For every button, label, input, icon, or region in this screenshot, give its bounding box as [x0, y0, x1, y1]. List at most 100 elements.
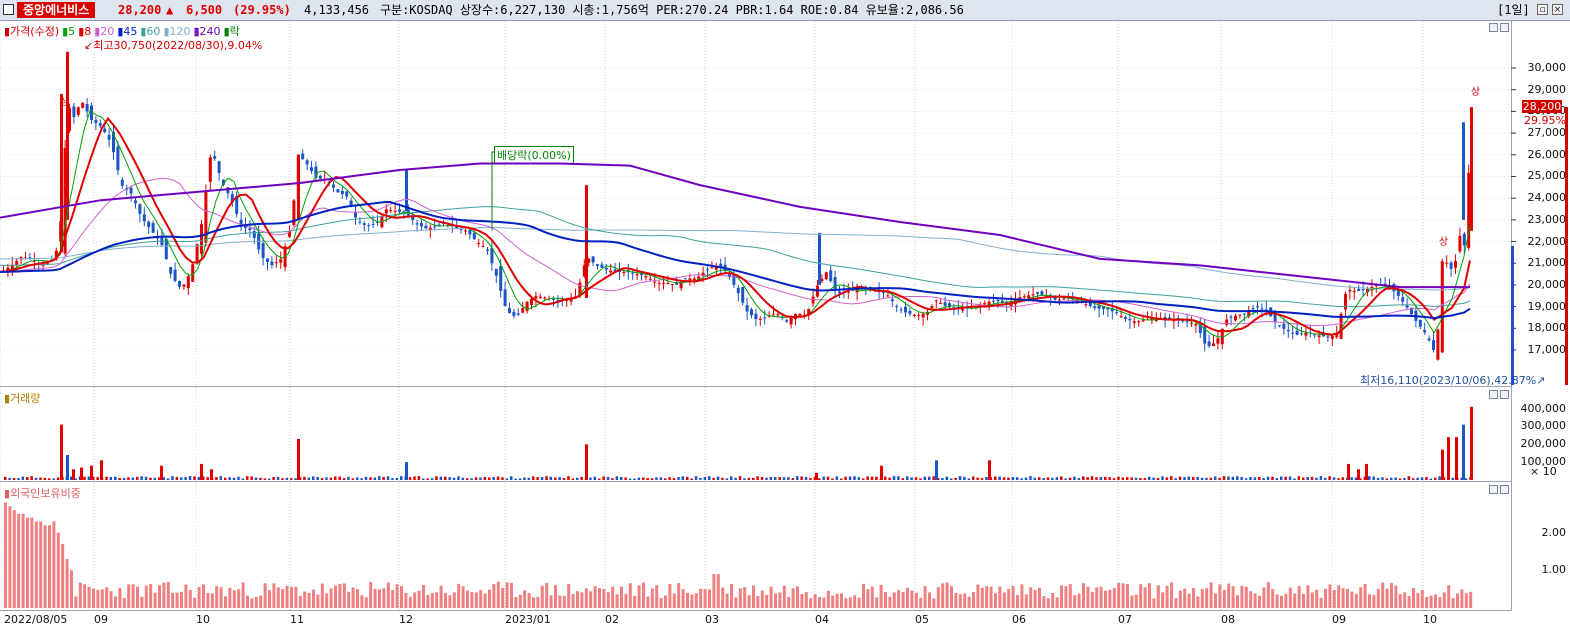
- volume-bar: [615, 476, 619, 480]
- candle-body: [217, 161, 221, 173]
- stock-name[interactable]: 중앙에너비스: [17, 2, 96, 18]
- candle-body: [32, 260, 36, 262]
- foreign-ratio-bar: [562, 595, 566, 608]
- candle-body: [1396, 288, 1400, 296]
- candle-body: [1198, 324, 1202, 334]
- volume-bar: [1442, 477, 1446, 480]
- panel-minimize-icon[interactable]: [1489, 390, 1498, 399]
- period-selector[interactable]: [1일]: [1497, 3, 1530, 17]
- candle-body: [283, 246, 287, 268]
- foreign-ratio-bar: [884, 592, 887, 608]
- volume-bar: [1024, 477, 1028, 480]
- legend-item[interactable]: ▮5: [62, 25, 76, 38]
- volume-bar: [1376, 477, 1380, 480]
- candle-body: [464, 230, 467, 232]
- close-icon[interactable]: ×: [1552, 4, 1563, 15]
- volume-spike-bar: [66, 455, 69, 480]
- foreign-ratio-bar: [501, 587, 505, 608]
- candle-body: [340, 190, 344, 195]
- foreign-ratio-bar: [1205, 588, 1209, 608]
- candle-body: [882, 292, 885, 294]
- foreign-ratio-bar: [752, 585, 755, 608]
- foreign-ratio-bar: [193, 597, 197, 608]
- panel-close-icon[interactable]: [1500, 23, 1509, 32]
- volume-bar: [1148, 476, 1151, 480]
- candle-body: [472, 232, 476, 240]
- candle-body: [1423, 329, 1427, 333]
- legend-item[interactable]: ▮240: [193, 25, 221, 38]
- volume-spike-bar: [210, 469, 213, 480]
- legend-item[interactable]: ▮45: [117, 25, 138, 38]
- volume-bar: [1214, 476, 1217, 480]
- volume-spike-bar: [90, 465, 93, 480]
- foreign-ratio-bar: [897, 590, 901, 608]
- foreign-ratio-bar: [1126, 584, 1129, 608]
- panel-minimize-icon[interactable]: [1489, 23, 1498, 32]
- legend-item[interactable]: ▮가격(수정): [4, 25, 60, 38]
- legend-item[interactable]: ▮60: [140, 25, 161, 38]
- panel-minimize-icon[interactable]: [1489, 485, 1498, 494]
- legend-item[interactable]: ▮락: [223, 25, 240, 38]
- candle-body: [151, 223, 155, 233]
- volume-bar: [43, 477, 47, 480]
- price-chart-panel[interactable]: [0, 21, 1511, 387]
- foreign-ratio-bar: [870, 586, 874, 608]
- foreign-ratio-bar: [791, 588, 795, 608]
- foreign-ratio-bar: [457, 583, 461, 608]
- volume-bar: [1170, 476, 1173, 480]
- volume-bar: [721, 477, 724, 480]
- foreign-ratio-bar: [1385, 588, 1389, 608]
- foreign-ratio-bar: [1372, 595, 1376, 608]
- candle-body: [604, 267, 608, 270]
- volume-bar: [56, 477, 60, 480]
- foreign-ratio-bar: [738, 588, 742, 608]
- candle-body: [631, 272, 635, 274]
- candle-body: [494, 268, 498, 276]
- foreign-ratio-bar: [892, 592, 896, 608]
- foreign-ratio-bar: [483, 593, 487, 608]
- volume-chart-panel[interactable]: [0, 387, 1511, 482]
- foreign-ratio-bar: [114, 596, 117, 608]
- volume-bar: [545, 476, 548, 480]
- candle-body: [512, 311, 516, 316]
- candle-body: [1251, 308, 1255, 310]
- foreign-ratio-bar: [681, 589, 685, 608]
- candle-body: [767, 316, 771, 318]
- candle-body: [1295, 330, 1299, 335]
- candle-body: [820, 278, 824, 282]
- foreign-ratio-bar: [778, 592, 782, 608]
- volume-bar: [1209, 477, 1213, 480]
- candle-body: [402, 211, 406, 213]
- candle-body: [1124, 317, 1127, 319]
- volume-bar: [549, 476, 553, 480]
- candle-spike: [1462, 122, 1465, 220]
- volume-bar: [840, 478, 843, 480]
- volume-spike-bar: [935, 460, 938, 480]
- legend-item[interactable]: ▮120: [163, 25, 191, 38]
- settings-icon[interactable]: ▫: [1537, 4, 1548, 15]
- foreign-ratio-bar: [716, 574, 720, 608]
- panel-close-icon[interactable]: [1500, 390, 1509, 399]
- foreign-ownership-panel[interactable]: [0, 482, 1511, 611]
- legend-item[interactable]: ▮20: [94, 25, 115, 38]
- volume-bar: [571, 478, 575, 480]
- select-checkbox[interactable]: [3, 4, 14, 15]
- foreign-ratio-bar: [668, 584, 672, 608]
- candle-body: [706, 269, 709, 271]
- candle-body: [1027, 295, 1031, 298]
- candle-body: [1405, 305, 1409, 308]
- candle-body: [1190, 322, 1193, 324]
- panel-close-icon[interactable]: [1500, 485, 1509, 494]
- foreign-ratio-bar: [78, 582, 82, 608]
- candle-body: [1357, 288, 1361, 291]
- candle-body: [899, 309, 903, 311]
- foreign-ratio-bar: [1359, 587, 1363, 608]
- candle-body: [1432, 340, 1435, 350]
- foreign-ratio-bar: [1152, 598, 1156, 608]
- candle-body: [1234, 315, 1237, 321]
- foreign-ratio-bar: [1469, 591, 1473, 608]
- up-arrow-icon: ▲: [166, 3, 174, 17]
- volume-bar: [1372, 476, 1375, 480]
- volume-bar: [892, 476, 896, 480]
- legend-item[interactable]: ▮8: [78, 25, 92, 38]
